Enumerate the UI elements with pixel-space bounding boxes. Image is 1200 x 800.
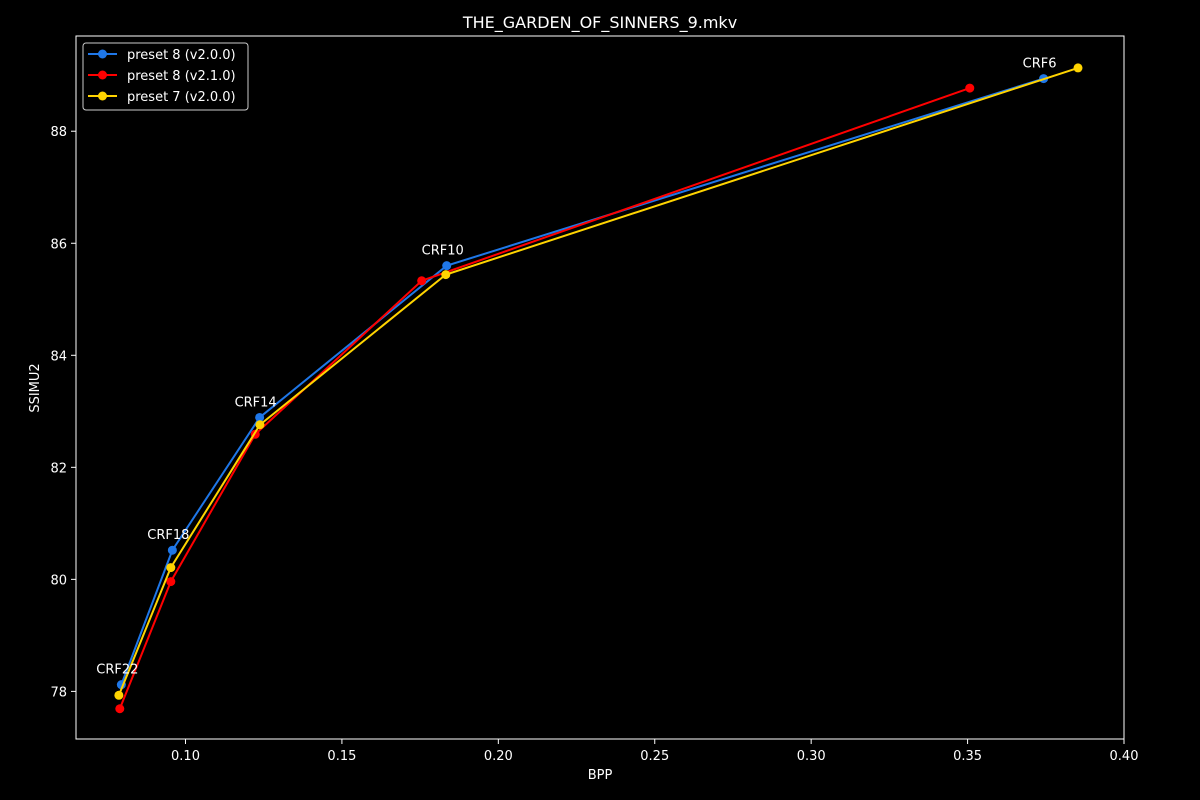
chart-title: THE_GARDEN_OF_SINNERS_9.mkv [462,13,737,33]
y-tick-label: 86 [50,237,67,252]
x-tick-label: 0.30 [797,749,826,764]
x-tick-label: 0.20 [484,749,513,764]
data-point [441,270,451,280]
y-tick-label: 78 [50,685,67,700]
crf-annotation: CRF18 [147,528,189,543]
legend-item: preset 7 (v2.0.0) [88,90,236,105]
data-point [965,83,975,93]
x-tick-label: 0.15 [327,749,356,764]
legend-label: preset 8 (v2.0.0) [127,48,236,63]
x-tick-label: 0.40 [1110,749,1139,764]
data-point [166,577,176,587]
legend-box [82,42,249,111]
data-point [114,690,124,700]
legend-marker [98,49,107,59]
data-point [255,420,265,430]
axes-frame [75,35,1125,740]
y-axis-label: SSIMU2 [28,363,43,412]
legend: preset 8 (v2.0.0) preset 8 (v2.1.0) preset… [82,42,249,111]
series-3 [114,63,1083,700]
y-tick-label: 88 [50,125,67,140]
data-point [1073,63,1083,73]
legend-label: preset 8 (v2.1.0) [127,69,236,84]
data-point [255,412,265,422]
y-axis: 78 80 82 84 86 88 [50,125,76,700]
data-point [167,545,177,555]
x-tick-label: 0.25 [640,749,669,764]
series-layer [114,63,1083,714]
y-tick-label: 82 [50,461,67,476]
legend-marker [98,91,107,101]
legend-label: preset 7 (v2.0.0) [127,90,236,105]
data-point [442,261,452,271]
data-point [115,704,125,714]
y-tick-label: 84 [50,349,67,364]
crf-annotation: CRF6 [1023,57,1057,72]
legend-item: preset 8 (v2.0.0) [88,48,236,63]
x-axis: 0.10 0.15 0.20 0.25 0.30 0.35 0.40 [171,739,1138,764]
x-tick-label: 0.10 [171,749,200,764]
data-point [417,276,427,286]
legend-item: preset 8 (v2.1.0) [88,69,236,84]
data-point [166,563,176,573]
annotation-layer: CRF22 CRF18 CRF14 CRF10 CRF6 [96,57,1056,678]
series-2 [115,83,975,714]
legend-marker [98,70,107,80]
crf-annotation: CRF22 [96,663,138,678]
x-axis-label: BPP [588,768,613,783]
y-tick-label: 80 [50,573,67,588]
crf-annotation: CRF10 [422,244,464,259]
x-tick-label: 0.35 [953,749,982,764]
crf-annotation: CRF14 [235,395,277,410]
